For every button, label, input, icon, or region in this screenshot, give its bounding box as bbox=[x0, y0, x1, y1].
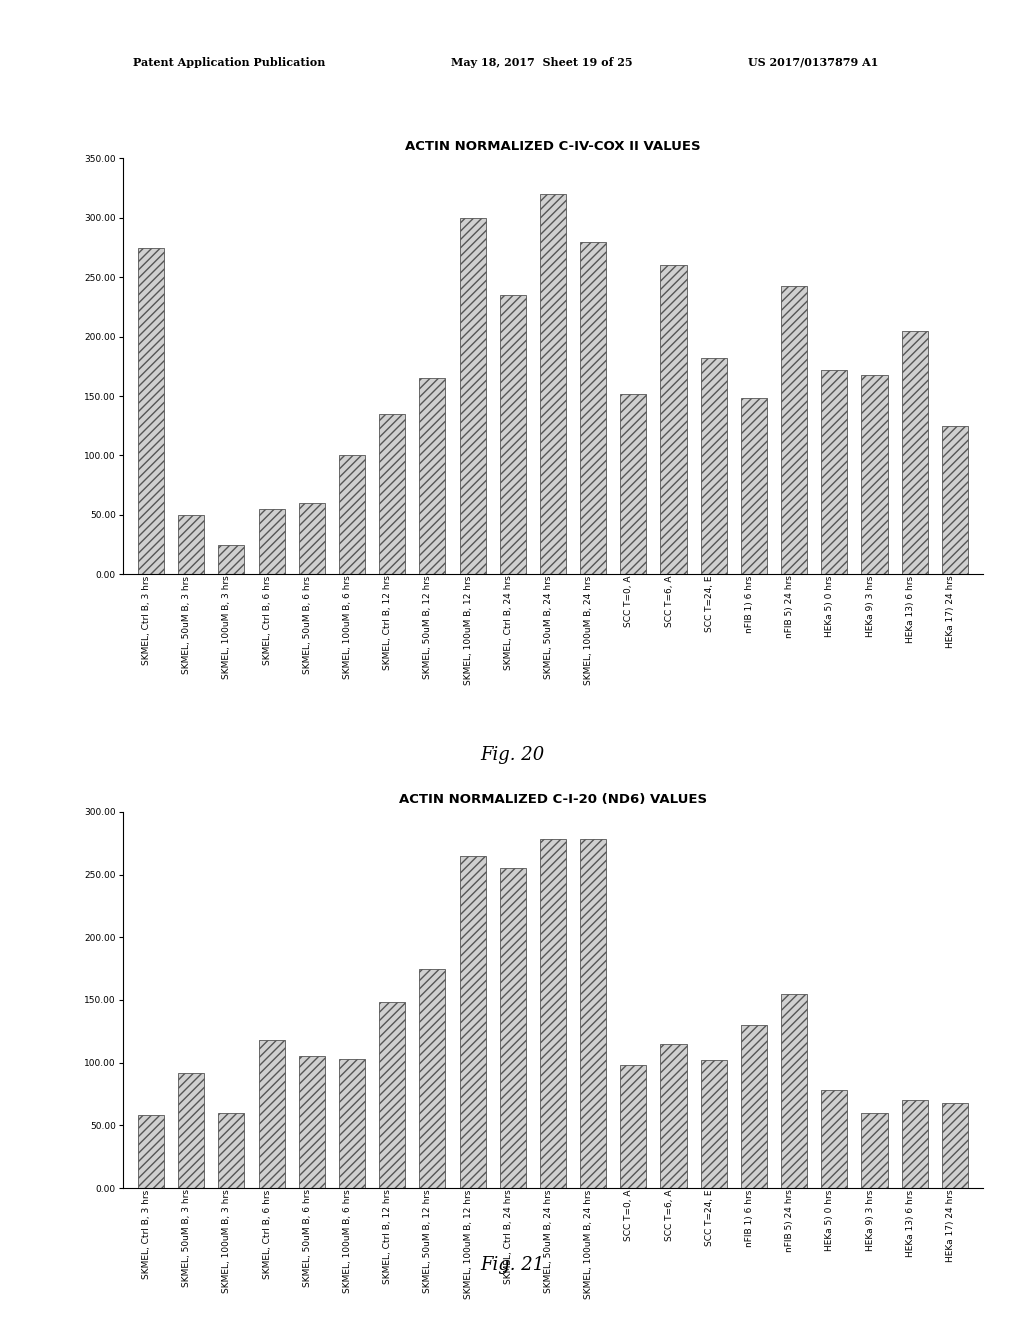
Text: Fig. 20: Fig. 20 bbox=[480, 746, 544, 764]
Bar bbox=[902, 1101, 928, 1188]
Bar bbox=[540, 194, 566, 574]
Bar bbox=[500, 869, 526, 1188]
Bar bbox=[138, 1115, 164, 1188]
Bar bbox=[379, 414, 406, 574]
Bar bbox=[178, 515, 204, 574]
Bar bbox=[861, 1113, 888, 1188]
Bar bbox=[218, 1113, 245, 1188]
Bar bbox=[299, 503, 325, 574]
Text: Fig. 21: Fig. 21 bbox=[480, 1255, 544, 1274]
Bar bbox=[580, 840, 606, 1188]
Bar bbox=[460, 855, 485, 1188]
Bar bbox=[500, 296, 526, 574]
Bar bbox=[741, 1024, 767, 1188]
Bar bbox=[339, 1059, 365, 1188]
Bar bbox=[540, 840, 566, 1188]
Bar bbox=[299, 1056, 325, 1188]
Bar bbox=[741, 399, 767, 574]
Bar bbox=[218, 544, 245, 574]
Text: US 2017/0137879 A1: US 2017/0137879 A1 bbox=[748, 57, 878, 67]
Bar bbox=[419, 379, 445, 574]
Text: Patent Application Publication: Patent Application Publication bbox=[133, 57, 326, 67]
Bar bbox=[821, 1090, 848, 1188]
Bar bbox=[258, 510, 285, 574]
Bar bbox=[861, 375, 888, 574]
Bar bbox=[700, 358, 727, 574]
Bar bbox=[942, 425, 968, 574]
Bar bbox=[379, 1002, 406, 1188]
Bar bbox=[660, 1044, 687, 1188]
Bar bbox=[621, 1065, 646, 1188]
Bar bbox=[942, 1102, 968, 1188]
Title: ACTIN NORMALIZED C-IV-COX II VALUES: ACTIN NORMALIZED C-IV-COX II VALUES bbox=[406, 140, 700, 153]
Title: ACTIN NORMALIZED C-I-20 (ND6) VALUES: ACTIN NORMALIZED C-I-20 (ND6) VALUES bbox=[399, 793, 707, 807]
Bar bbox=[902, 331, 928, 574]
Bar bbox=[621, 393, 646, 574]
Bar bbox=[660, 265, 687, 574]
Bar bbox=[781, 285, 807, 574]
Bar bbox=[339, 455, 365, 574]
Bar bbox=[138, 248, 164, 574]
Bar bbox=[178, 1073, 204, 1188]
Bar bbox=[781, 994, 807, 1188]
Bar bbox=[258, 1040, 285, 1188]
Bar bbox=[700, 1060, 727, 1188]
Bar bbox=[580, 242, 606, 574]
Bar bbox=[419, 969, 445, 1188]
Bar bbox=[460, 218, 485, 574]
Bar bbox=[821, 370, 848, 574]
Text: May 18, 2017  Sheet 19 of 25: May 18, 2017 Sheet 19 of 25 bbox=[451, 57, 632, 67]
